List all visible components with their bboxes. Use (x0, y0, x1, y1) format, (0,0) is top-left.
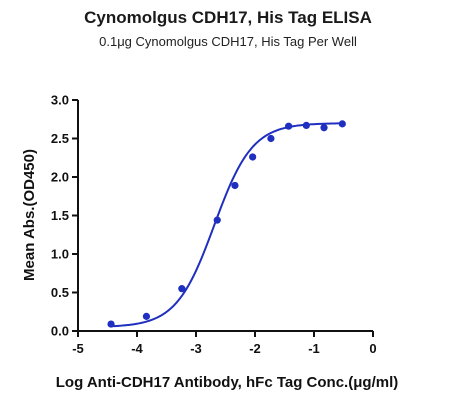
x-axis-label: Log Anti-CDH17 Antibody, hFc Tag Conc.(μ… (56, 374, 398, 391)
data-point (285, 122, 293, 130)
data-point (320, 124, 328, 132)
data-point (302, 121, 310, 130)
y-tick-label: 2.5 (51, 131, 69, 146)
axes (77, 100, 373, 332)
x-tick-label: -1 (308, 341, 320, 356)
y-axis-ticks: 0.0 0.5 1.0 1.5 2.0 2.5 3.0 (51, 93, 78, 339)
data-point (249, 153, 257, 161)
data-points (107, 120, 346, 328)
data-point (107, 320, 115, 328)
x-tick-label: -4 (131, 341, 143, 356)
y-tick-label: 1.5 (51, 208, 69, 223)
y-tick-label: 2.0 (51, 170, 69, 185)
x-axis-ticks: -5 -4 -3 -2 -1 0 (72, 331, 377, 356)
data-point (142, 312, 151, 320)
x-tick-label: -5 (72, 341, 84, 356)
data-point (338, 120, 346, 128)
data-point (213, 216, 221, 224)
y-axis-label: Mean Abs.(OD450) (21, 149, 38, 281)
chart-subtitle: 0.1μg Cynomolgus CDH17, His Tag Per Well (99, 34, 357, 49)
chart-title: Cynomolgus CDH17, His Tag ELISA (84, 8, 372, 27)
data-point (231, 181, 239, 190)
y-tick-label: 3.0 (51, 93, 69, 108)
fit-curve (110, 122, 343, 328)
y-tick-label: 0.0 (51, 324, 69, 339)
data-point (178, 285, 186, 293)
x-tick-label: 0 (369, 341, 376, 356)
x-tick-label: -2 (249, 341, 261, 356)
data-point (267, 134, 275, 143)
y-tick-label: 0.5 (51, 285, 69, 300)
y-tick-label: 1.0 (51, 247, 69, 262)
x-tick-label: -3 (190, 341, 202, 356)
